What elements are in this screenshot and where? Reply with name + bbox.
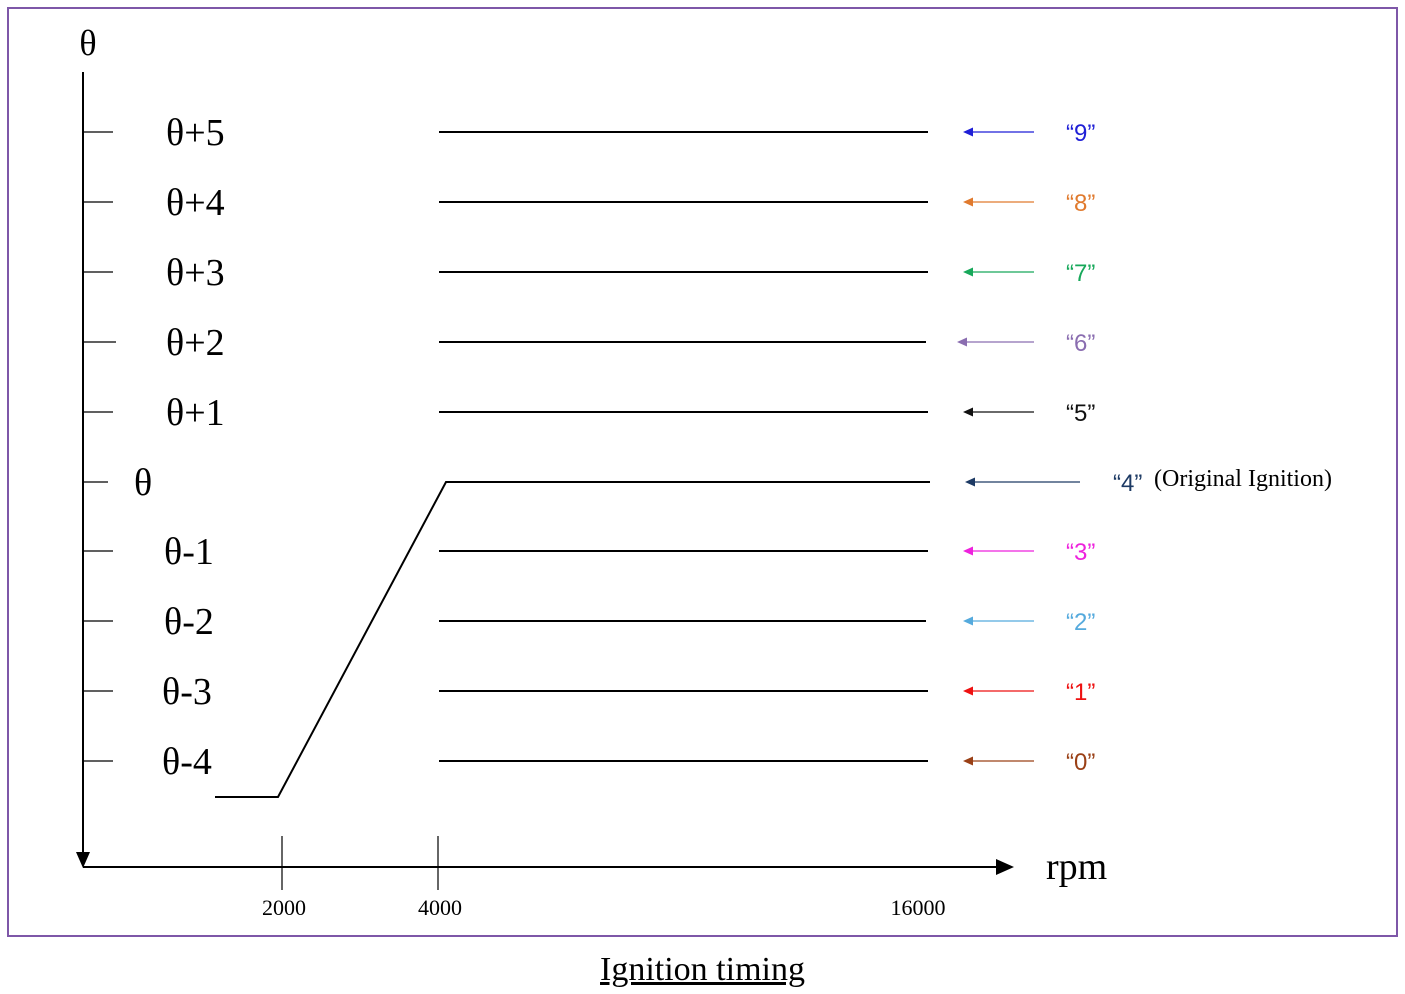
level-code: “3”: [1066, 539, 1095, 566]
level-label: θ+4: [166, 182, 225, 224]
level-label: θ+2: [166, 322, 225, 364]
level-label: θ+5: [166, 112, 225, 154]
level-label: θ: [134, 462, 152, 504]
level-code: “5”: [1066, 400, 1095, 427]
arrow-left-icon: [963, 197, 973, 207]
x-tick-label-16000: 16000: [891, 895, 946, 920]
arrow-left-icon: [963, 127, 973, 137]
arrow-left-icon: [963, 546, 973, 556]
level-label: θ-2: [164, 601, 214, 643]
level-label: θ+3: [166, 252, 225, 294]
arrow-left-icon: [963, 407, 973, 417]
y-axis-arrowhead: [76, 852, 90, 868]
arrow-left-icon: [957, 337, 967, 347]
level-code: “6”: [1066, 330, 1095, 357]
x-tick-label-2000: 2000: [262, 895, 306, 920]
level-code: “8”: [1066, 190, 1095, 217]
level-code: “7”: [1066, 260, 1095, 287]
diagram-caption: Ignition timing: [600, 951, 805, 988]
arrow-left-icon: [963, 616, 973, 626]
level-label: θ-1: [164, 531, 214, 573]
level-code: “1”: [1066, 679, 1095, 706]
level-label: θ+1: [166, 392, 225, 434]
x-axis-arrowhead: [996, 859, 1014, 875]
timing-curve: [215, 481, 930, 798]
level-code: “0”: [1066, 749, 1095, 776]
level-note: (Original Ignition): [1154, 466, 1332, 492]
arrow-left-icon: [963, 756, 973, 766]
level-label: θ-3: [162, 671, 212, 713]
level-code: “2”: [1066, 609, 1095, 636]
x-axis-label: rpm: [1046, 846, 1107, 888]
arrow-left-icon: [963, 686, 973, 696]
levels-group: θ+5 “9” θ+4 “8” θ+3 “7” θ+2 “6” θ+1 “5” θ “4” (Origi…: [83, 112, 1332, 783]
level-code: “9”: [1066, 120, 1095, 147]
y-axis-label: θ: [79, 23, 96, 63]
level-code: “4”: [1113, 470, 1142, 497]
arrow-left-icon: [963, 267, 973, 277]
arrow-left-icon: [965, 477, 975, 487]
diagram-frame: [7, 7, 1398, 937]
level-label: θ-4: [162, 741, 212, 783]
x-tick-label-4000: 4000: [418, 895, 462, 920]
